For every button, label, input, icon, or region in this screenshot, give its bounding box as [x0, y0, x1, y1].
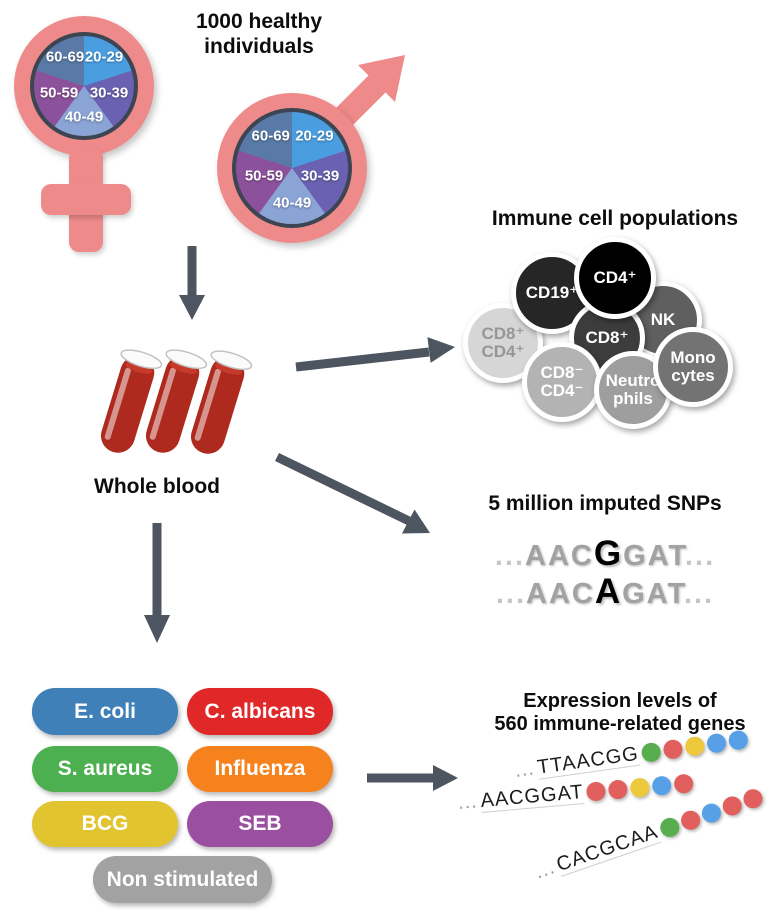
flow-arrows [144, 246, 458, 791]
snp-seq-ellipsis: ... [495, 578, 526, 610]
cell-circle-cd8neg-cd4neg: CD8⁻ CD4⁻ [522, 342, 602, 422]
gene-seq-ellipsis: ... [456, 790, 479, 814]
age-slice-label-40-49: 40-49 [64, 108, 104, 126]
snp-seq-right: GAT [623, 540, 685, 572]
expression-dot [698, 801, 724, 826]
cell-circle-monocytes: Mono cytes [653, 327, 733, 407]
stimulus-label: E. coli [74, 699, 136, 723]
expression-dot [662, 738, 684, 761]
expression-dot [727, 729, 749, 751]
expression-dot [585, 781, 607, 802]
snp-allele: G [593, 534, 624, 573]
expression-dot [705, 732, 728, 754]
stimulus-pill-nonstimulated: Non stimulated [93, 856, 272, 903]
male-age-pie: 20-29 30-39 40-49 50-59 60-69 [232, 108, 352, 228]
cell-label: cytes [671, 366, 715, 385]
snp-seq-left: AAC [526, 578, 595, 610]
blood-tube [100, 349, 163, 453]
snp-seq-ellipsis: ... [683, 578, 715, 610]
cell-label: CD4⁺ [593, 268, 637, 288]
snp-seq-ellipsis: ... [494, 540, 526, 572]
arrow-individuals-to-blood [179, 246, 205, 320]
cell-label: CD8⁺ [481, 324, 525, 344]
arrow-blood-to-cells [295, 337, 455, 372]
stimulus-pill-bcg: BCG [32, 801, 178, 847]
expression-dot [607, 779, 629, 800]
age-slice-label-60-69: 60-69 [45, 48, 85, 66]
blood-tube [190, 350, 253, 454]
whole-blood-label: Whole blood [94, 475, 220, 498]
snp-seq-ellipsis: ... [684, 540, 716, 572]
stimulus-label: Influenza [214, 757, 306, 780]
stimulus-pill-calbicans: C. albicans [187, 688, 333, 735]
age-slice-label-40-49: 40-49 [272, 194, 312, 212]
snp-sequence-1: ...AACGGAT... [440, 534, 770, 574]
gene-seq-ellipsis: ... [513, 757, 536, 782]
stimulus-pill-ecoli: E. coli [32, 688, 178, 735]
stimulus-pill-saureus: S. aureus [32, 746, 178, 792]
cell-label: Mono [670, 348, 716, 368]
expression-title-line1: Expression levels of [523, 690, 717, 712]
female-symbol-crossbar [41, 184, 131, 215]
snp-seq-left: AAC [525, 540, 594, 572]
age-slice-label-20-29: 20-29 [295, 127, 334, 145]
blood-tube [145, 349, 208, 453]
snp-sequence-2: ...AACAGAT... [440, 572, 770, 612]
cell-label: Neutro [605, 371, 661, 391]
arrow-stimuli-to-expression [367, 765, 458, 791]
female-age-pie: 20-29 30-39 40-49 50-59 60-69 [30, 32, 138, 140]
cohort-title-line1: 1000 healthy [195, 10, 323, 33]
cell-label: CD4⁻ [540, 381, 584, 400]
arrow-blood-to-stimuli [144, 523, 170, 643]
expression-dot [673, 773, 694, 795]
stimulus-label: BCG [81, 812, 129, 835]
expression-dot [657, 815, 682, 840]
arrow-blood-to-snps [275, 452, 430, 534]
stimulus-label: C. albicans [204, 699, 316, 723]
cell-label: CD19⁺ [525, 283, 579, 303]
cohort-title: 1000 healthy individuals [159, 9, 359, 59]
expression-title: Expression levels of 560 immune-related … [455, 690, 771, 736]
expression-title-line2: 560 immune-related genes [494, 713, 746, 735]
stimulus-label: Non stimulated [106, 867, 259, 891]
age-slice-label-50-59: 50-59 [39, 84, 79, 102]
expression-dot [678, 808, 703, 833]
expression-dot [651, 775, 672, 796]
expression-dot [683, 735, 706, 757]
cell-circle-cd4pos: CD4⁺ [574, 237, 656, 319]
age-slice-label-60-69: 60-69 [251, 127, 290, 145]
stimulus-label: S. aureus [57, 757, 153, 780]
age-slice-label-20-29: 20-29 [84, 48, 124, 66]
immune-cells-title: Immune cell populations [491, 207, 739, 230]
expression-dot [640, 741, 662, 764]
expression-dot [629, 777, 651, 798]
cell-label: CD4⁺ [481, 342, 525, 361]
blood-tubes [100, 349, 253, 454]
cohort-title-line2: individuals [204, 35, 314, 58]
cell-label: CD8⁺ [585, 328, 629, 348]
snp-seq-right: GAT [622, 578, 684, 610]
age-slice-label-30-39: 30-39 [300, 167, 340, 185]
cell-label: phils [613, 389, 653, 408]
age-slice-label-50-59: 50-59 [244, 167, 284, 185]
expression-dot [719, 794, 744, 819]
snp-allele: A [594, 572, 623, 611]
stimulus-pill-influenza: Influenza [187, 746, 333, 792]
age-slice-label-30-39: 30-39 [89, 84, 129, 102]
cell-label: NK [650, 310, 676, 330]
stimulus-pill-seb: SEB [187, 801, 333, 847]
stimulus-label: SEB [238, 812, 282, 835]
snps-title: 5 million imputed SNPs [488, 492, 722, 515]
cell-label: CD8⁻ [540, 363, 584, 383]
